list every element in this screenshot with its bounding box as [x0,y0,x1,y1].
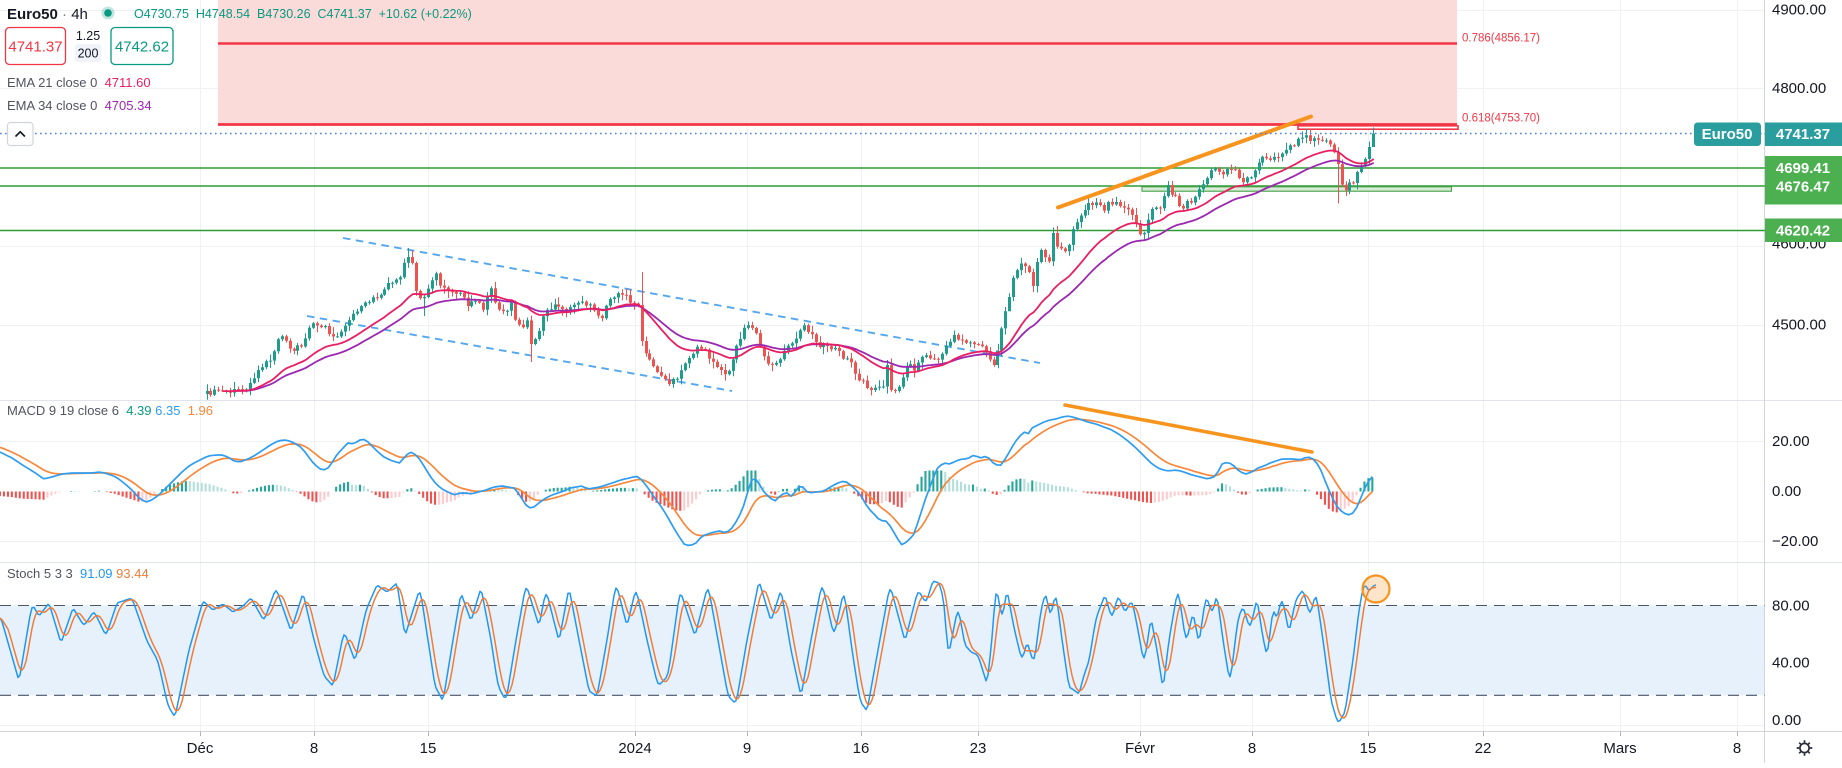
svg-text:4620.42: 4620.42 [1776,223,1830,240]
svg-text:0.618(4753.70): 0.618(4753.70) [1462,113,1540,125]
svg-text:2024: 2024 [618,740,651,757]
svg-text:80.00: 80.00 [1772,598,1810,615]
svg-text:4741.37: 4741.37 [8,39,62,56]
svg-text:9: 9 [743,740,751,757]
svg-text:MACD 9 19 close 6 4.39 6.35: MACD 9 19 close 6 4.39 6.35 1.96 [7,403,213,418]
svg-text:Euro50: Euro50 [1702,126,1753,143]
svg-text:0.786(4856.17): 0.786(4856.17) [1462,33,1540,45]
svg-text:4699.41: 4699.41 [1776,160,1830,177]
svg-text:Déc: Déc [187,740,214,757]
svg-text:40.00: 40.00 [1772,655,1810,672]
svg-text:4676.47: 4676.47 [1776,179,1830,196]
svg-text:8: 8 [1733,740,1741,757]
svg-text:8: 8 [1248,740,1256,757]
svg-text:Stoch 5 3 3 91.09 93.44: Stoch 5 3 3 91.09 93.44 [7,566,149,581]
svg-text:1.25: 1.25 [76,29,100,43]
svg-text:O4730.75 H4748.54 B4730.26: O4730.75 H4748.54 B4730.26 C4741.37 +10.… [134,7,472,21]
svg-text:20.00: 20.00 [1772,433,1810,450]
svg-text:4800.00: 4800.00 [1772,80,1826,97]
svg-text:16: 16 [853,740,870,757]
svg-text:22: 22 [1475,740,1492,757]
svg-text:200: 200 [78,47,99,61]
svg-text:0.00: 0.00 [1772,712,1801,729]
svg-text:4741.37: 4741.37 [1776,126,1830,143]
svg-text:15: 15 [1360,740,1377,757]
svg-text:23: 23 [970,740,987,757]
svg-text:8: 8 [310,740,318,757]
svg-text:−20.00: −20.00 [1772,533,1818,550]
svg-text:EMA 34 close 0 4705.34: EMA 34 close 0 4705.34 [7,98,152,113]
svg-text:4500.00: 4500.00 [1772,317,1826,334]
svg-text:4742.62: 4742.62 [115,39,169,56]
svg-text:Mars: Mars [1603,740,1636,757]
svg-text:Févr: Févr [1125,740,1155,757]
svg-text:EMA 21 close 0 4711.60: EMA 21 close 0 4711.60 [7,75,151,90]
svg-text:4900.00: 4900.00 [1772,2,1826,19]
svg-text:0.00: 0.00 [1772,483,1801,500]
svg-text:Euro50 · 4h: Euro50 · 4h [7,6,88,23]
svg-text:15: 15 [420,740,437,757]
